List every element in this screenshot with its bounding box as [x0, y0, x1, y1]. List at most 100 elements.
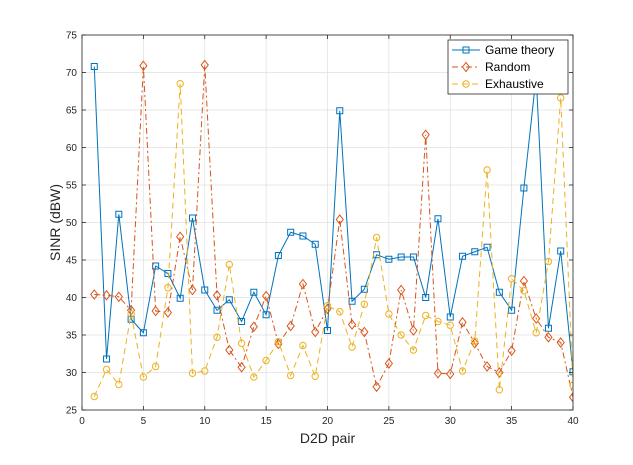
data-point-random — [237, 361, 246, 373]
data-point-random — [176, 231, 185, 243]
ticks: 0 5 10 15 20 25 30 35 40 25 30 35 40 45 50 55 60 65 70 75 — [66, 31, 579, 428]
data-point-random — [225, 344, 234, 356]
data-point-exhaustive — [336, 308, 344, 316]
data-point-exhaustive — [544, 257, 553, 266]
data-point-random — [90, 289, 99, 300]
legend-label-exhaustive: Exhaustive — [485, 77, 544, 91]
data-point-game-theory — [336, 107, 344, 115]
data-point-exhaustive — [360, 300, 369, 308]
data-point-game-theory — [446, 313, 454, 321]
data-point-random — [249, 321, 258, 333]
data-point-exhaustive — [127, 310, 135, 318]
data-point-exhaustive — [483, 166, 491, 174]
data-point-exhaustive — [213, 333, 221, 341]
data-point-exhaustive — [225, 260, 234, 269]
data-point-random — [495, 367, 504, 378]
legend-label-game-theory: Game theory — [485, 43, 554, 57]
x-tick-label: 10 — [199, 416, 211, 427]
data-point-random — [163, 307, 173, 318]
data-point-game-theory — [299, 232, 307, 240]
data-point-game-theory — [262, 311, 270, 319]
data-point-random — [114, 291, 123, 303]
x-tick-label: 0 — [79, 416, 85, 427]
y-tick-label: 25 — [66, 406, 78, 417]
series-exhaustive — [90, 80, 573, 401]
legend-marker-random — [461, 61, 471, 73]
data-point-game-theory — [569, 368, 573, 376]
data-point-exhaustive — [286, 371, 295, 380]
data-point-exhaustive — [409, 346, 418, 354]
y-tick-label: 45 — [66, 256, 78, 267]
data-point-game-theory — [201, 286, 209, 294]
data-point-random — [482, 361, 492, 372]
data-point-game-theory — [188, 214, 196, 222]
data-point-game-theory — [287, 228, 295, 236]
data-point-exhaustive — [139, 373, 148, 381]
x-tick-label: 40 — [567, 416, 579, 427]
data-point-game-theory — [459, 252, 467, 260]
data-point-random — [384, 358, 394, 369]
data-point-game-theory — [139, 329, 147, 337]
data-point-game-theory — [324, 327, 331, 334]
data-point-random — [286, 320, 295, 332]
y-tick-label: 65 — [66, 106, 78, 117]
data-point-game-theory — [103, 355, 111, 363]
data-point-random — [556, 337, 565, 348]
data-point-exhaustive — [188, 369, 197, 377]
data-point-game-theory — [115, 210, 123, 218]
data-point-exhaustive — [250, 373, 258, 381]
data-point-game-theory — [471, 248, 479, 256]
x-tick-label: 35 — [506, 416, 518, 427]
y-axis-label: SINR (dBW) — [47, 184, 63, 261]
data-point-game-theory — [495, 288, 503, 296]
legend-marker-exhaustive — [462, 80, 470, 88]
x-tick-label: 20 — [322, 416, 334, 427]
data-point-game-theory — [483, 243, 491, 251]
data-point-game-theory — [176, 294, 184, 302]
data-point-exhaustive — [201, 367, 209, 375]
data-point-random — [421, 129, 430, 141]
data-point-exhaustive — [458, 367, 467, 375]
data-point-game-theory — [360, 285, 368, 293]
data-point-exhaustive — [557, 94, 565, 102]
data-point-game-theory — [152, 262, 160, 270]
data-point-exhaustive — [274, 338, 283, 346]
data-point-exhaustive — [323, 302, 332, 310]
data-point-game-theory — [544, 324, 552, 332]
data-point-game-theory — [385, 255, 393, 263]
data-point-exhaustive — [311, 372, 319, 380]
legend-entry-exhaustive: Exhaustive — [452, 77, 544, 91]
y-tick-label: 40 — [66, 293, 78, 304]
data-point-random — [311, 326, 320, 338]
data-point-exhaustive — [397, 331, 405, 339]
legend-entry-game-theory: Game theory — [452, 43, 554, 57]
series-line-game-theory — [93, 66, 573, 372]
series-line-exhaustive — [93, 83, 573, 397]
data-point-exhaustive — [385, 310, 393, 318]
data-point-exhaustive — [115, 380, 123, 389]
x-tick-label: 15 — [261, 416, 273, 427]
y-tick-label: 55 — [66, 181, 78, 192]
data-point-game-theory — [434, 215, 442, 223]
data-point-game-theory — [397, 253, 405, 261]
data-point-exhaustive — [434, 317, 442, 326]
data-point-game-theory — [164, 270, 172, 277]
data-point-game-theory — [520, 184, 528, 192]
data-point-exhaustive — [299, 341, 307, 350]
data-point-random — [446, 368, 455, 380]
x-tick-label: 30 — [445, 416, 457, 427]
data-point-game-theory — [250, 288, 258, 296]
data-point-random — [347, 319, 357, 330]
data-point-exhaustive — [471, 337, 479, 345]
data-point-game-theory — [311, 240, 319, 248]
legend-marker-game-theory — [462, 46, 470, 54]
data-point-game-theory — [225, 296, 233, 304]
data-point-exhaustive — [102, 365, 111, 374]
data-point-exhaustive — [495, 386, 504, 394]
y-tick-label: 30 — [66, 368, 78, 379]
y-tick-label: 35 — [66, 331, 78, 342]
data-point-exhaustive — [151, 362, 160, 371]
data-point-game-theory — [557, 247, 565, 255]
data-point-game-theory — [422, 294, 430, 301]
